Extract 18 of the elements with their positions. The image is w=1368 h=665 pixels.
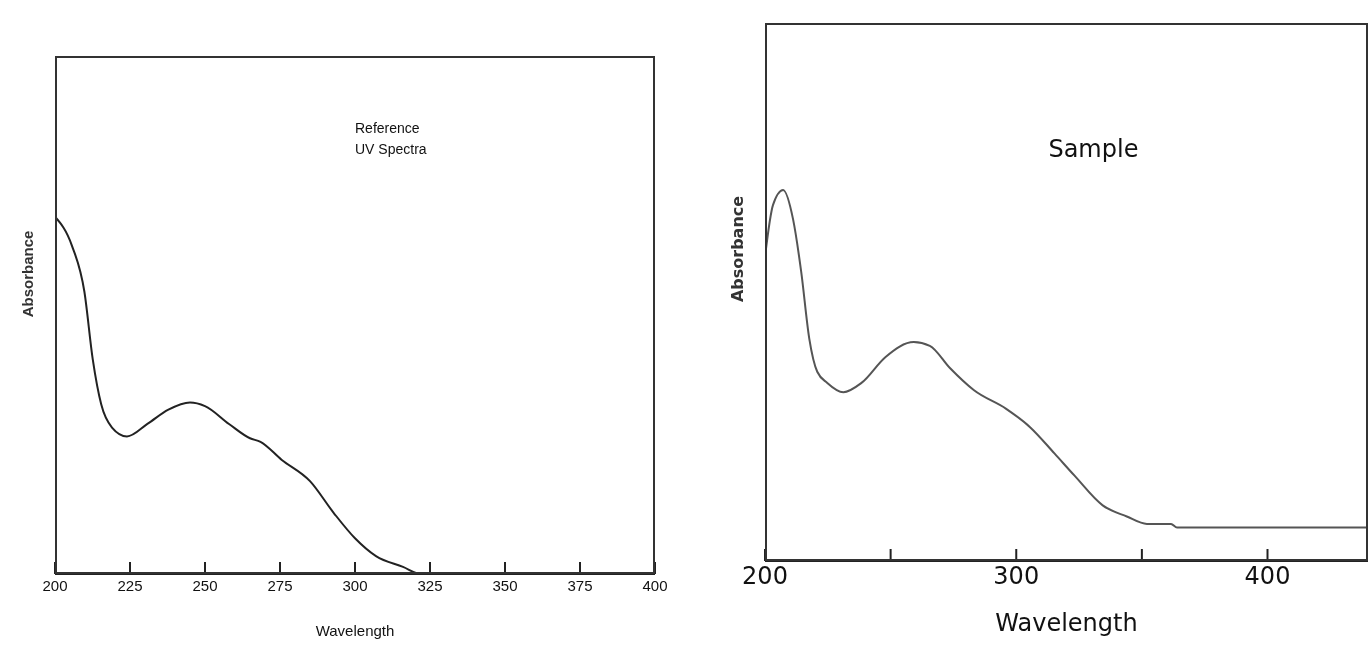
x-tick-label: 350	[492, 576, 518, 594]
x-tick-label: 200	[42, 576, 68, 594]
x-axis-title: Wavelength	[314, 622, 396, 639]
text: Sample	[1048, 133, 1139, 165]
x-tick-label: 375	[567, 576, 593, 594]
x-tick-label: 250	[192, 576, 218, 594]
x-tick-label: 325	[417, 576, 443, 594]
y-axis-title: Absorbance	[727, 195, 747, 303]
x-tick-label: 400	[1244, 562, 1291, 591]
x-axis-title: Wavelength	[994, 609, 1139, 637]
x-tick-label: 300	[993, 562, 1040, 591]
x-tick-label: 300	[342, 576, 368, 594]
x-tick-label: 200	[742, 562, 788, 591]
text: Reference UV Spectra	[355, 119, 427, 160]
y-axis-title: Absorbance	[18, 230, 36, 317]
x-tick-label: 225	[117, 576, 143, 594]
x-tick-label: 400	[642, 576, 668, 594]
x-tick-label: 275	[267, 576, 293, 594]
